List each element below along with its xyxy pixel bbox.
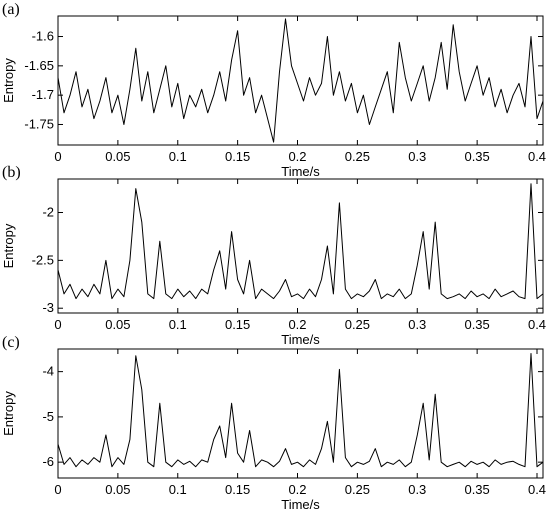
- x-tick-label: 0.35: [464, 482, 489, 497]
- x-tick-label: 0.35: [464, 317, 489, 332]
- x-tick-label: 0.1: [169, 149, 187, 164]
- y-axis-label: Entropy: [1, 223, 16, 268]
- x-tick-label: 0.2: [288, 317, 306, 332]
- x-tick-label: 0.15: [225, 149, 250, 164]
- x-tick-label: 0.3: [408, 149, 426, 164]
- panel-label: (b): [2, 164, 21, 181]
- series-line: [57, 353, 544, 468]
- plot-frame: [57, 178, 544, 314]
- x-tick-label: 0.25: [345, 317, 370, 332]
- plot-frame: [57, 348, 544, 479]
- y-tick-label: -1.75: [24, 116, 54, 131]
- x-tick-label: 0.15: [225, 482, 250, 497]
- x-tick-label: 0.35: [464, 149, 489, 164]
- x-tick-label: 0: [54, 317, 61, 332]
- x-tick-label: 0.4: [528, 149, 546, 164]
- y-tick-label: -3: [42, 300, 54, 315]
- x-tick-label: 0.4: [528, 482, 546, 497]
- y-tick-label: -6: [42, 454, 54, 469]
- x-tick-label: 0.05: [105, 482, 130, 497]
- y-tick-label: -1.65: [24, 58, 54, 73]
- y-tick-label: -2.5: [32, 252, 54, 267]
- x-axis-label: Time/s: [281, 332, 320, 347]
- x-tick-label: 0.05: [105, 317, 130, 332]
- x-tick-label: 0.25: [345, 482, 370, 497]
- x-tick-label: 0.2: [288, 149, 306, 164]
- y-tick-label: -1.6: [32, 29, 54, 44]
- x-tick-label: 0.05: [105, 149, 130, 164]
- panel-label: (c): [2, 334, 20, 351]
- y-axis-label: Entropy: [1, 58, 16, 103]
- y-tick-label: -2: [42, 205, 54, 220]
- x-tick-label: 0.25: [345, 149, 370, 164]
- y-tick-label: -5: [42, 409, 54, 424]
- chart-panel-1: 0 0.05 0.1 0.15 0.2 0.25 0.3 0.35 0.4 -1.75 -1.7 -1…: [1, 1, 546, 179]
- x-tick-label: 0.1: [169, 317, 187, 332]
- x-tick-label: 0.1: [169, 482, 187, 497]
- x-tick-label: 0: [54, 149, 61, 164]
- x-tick-label: 0: [54, 482, 61, 497]
- x-tick-label: 0.4: [528, 317, 546, 332]
- x-tick-label: 0.15: [225, 317, 250, 332]
- y-axis-label: Entropy: [1, 391, 16, 436]
- series-line: [57, 183, 544, 300]
- y-tick-label: -1.7: [32, 87, 54, 102]
- chart-panel-2: 0 0.05 0.1 0.15 0.2 0.25 0.3 0.35 0.4 -3 -2.5 -2 Tim…: [1, 164, 546, 347]
- y-tick-label: -4: [42, 364, 54, 379]
- panel-label: (a): [2, 1, 20, 18]
- x-tick-label: 0.3: [408, 317, 426, 332]
- x-tick-label: 0.2: [288, 482, 306, 497]
- x-axis-label: Time/s: [281, 497, 320, 512]
- x-axis-label: Time/s: [281, 164, 320, 179]
- x-tick-label: 0.3: [408, 482, 426, 497]
- chart-panel-3: 0 0.05 0.1 0.15 0.2 0.25 0.3 0.35 0.4 -6 -5 -4 Time/…: [1, 334, 546, 512]
- series-line: [57, 18, 544, 143]
